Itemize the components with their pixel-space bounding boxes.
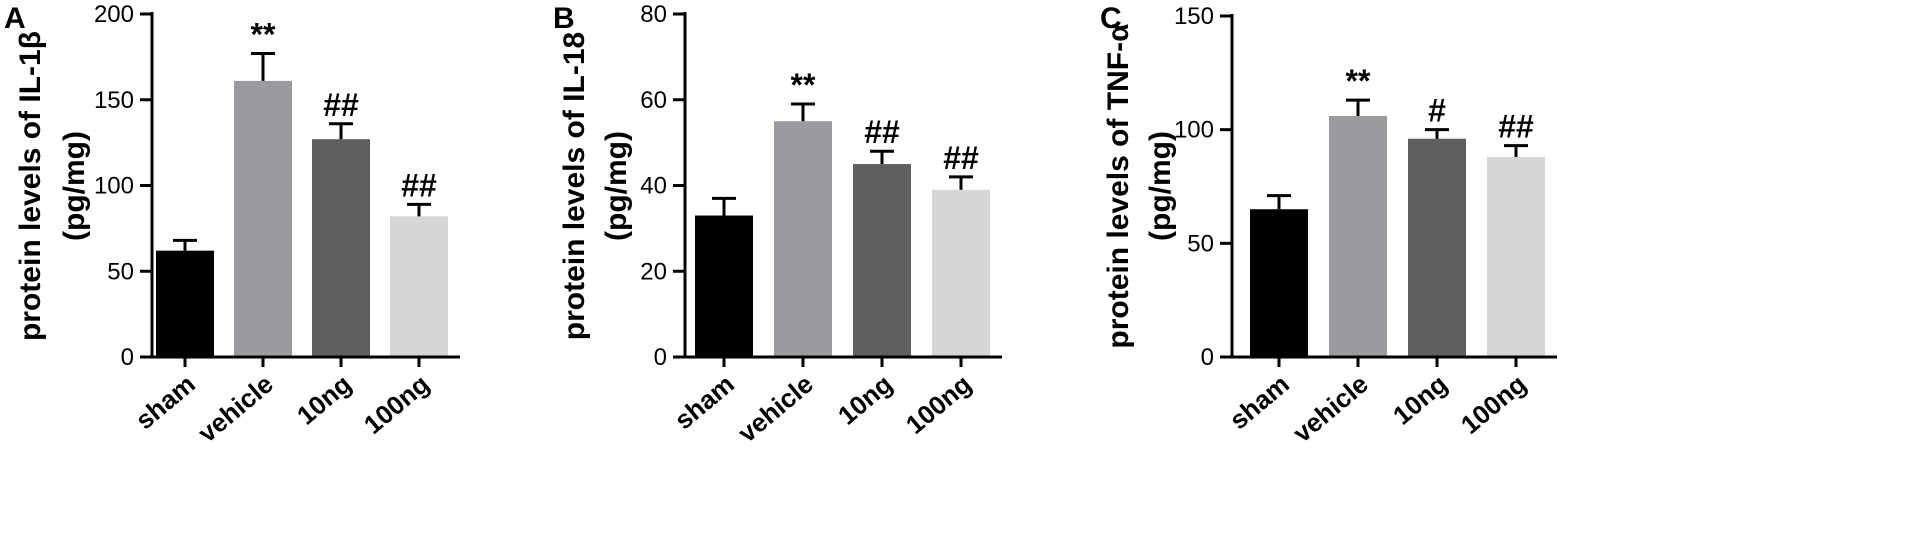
x-tick-label: 100ng [358, 369, 435, 440]
y-axis-label: protein levels of IL-18 [558, 32, 591, 340]
bar-sham [1250, 209, 1308, 357]
significance-mark: ** [791, 67, 816, 103]
significance-mark: ## [1498, 109, 1534, 145]
bar-sham [695, 215, 753, 357]
panel-letter: A [4, 2, 26, 35]
y-tick-label: 40 [640, 173, 667, 200]
significance-mark: ## [864, 114, 900, 150]
y-axis-label: (pg/mg) [1144, 131, 1177, 241]
y-tick-label: 0 [654, 344, 667, 371]
bar-100ng [1487, 156, 1545, 357]
bar-10ng [312, 139, 370, 357]
y-tick-label: 0 [121, 344, 134, 371]
y-tick-label: 100 [94, 173, 134, 200]
x-tick-label: vehicle [732, 369, 819, 449]
significance-mark: ## [323, 87, 359, 123]
significance-mark: ## [943, 140, 979, 176]
x-tick-label: 100ng [900, 369, 977, 440]
y-tick-label: 150 [1174, 3, 1214, 30]
x-tick-label: sham [130, 369, 201, 436]
y-tick-label: 60 [640, 87, 667, 114]
y-tick-label: 20 [640, 258, 667, 285]
bar-10ng [853, 164, 911, 357]
y-axis-label: protein levels of TNF-α [1102, 23, 1135, 349]
y-tick-label: 150 [94, 87, 134, 114]
y-tick-label: 50 [1187, 230, 1214, 257]
bar-100ng [932, 189, 990, 357]
bar-vehicle [1329, 116, 1387, 357]
x-tick-label: 10ng [832, 369, 898, 431]
y-axis-label: protein levels of IL-1β [14, 31, 47, 341]
y-tick-label: 0 [1201, 344, 1214, 371]
bar-vehicle [774, 121, 832, 357]
x-tick-label: 10ng [291, 369, 357, 431]
y-tick-label: 200 [94, 1, 134, 28]
bar-10ng [1408, 138, 1466, 357]
significance-mark: ** [251, 16, 276, 52]
x-tick-label: vehicle [1287, 369, 1374, 449]
bar-sham [156, 250, 214, 357]
panel-letter: C [1100, 2, 1122, 35]
x-tick-label: 10ng [1387, 369, 1453, 431]
bar-vehicle [234, 80, 292, 357]
y-tick-label: 80 [640, 1, 667, 28]
y-tick-label: 100 [1174, 117, 1214, 144]
panel-letter: B [553, 2, 575, 35]
x-tick-label: vehicle [192, 369, 279, 449]
significance-mark: ** [1346, 63, 1371, 99]
significance-mark: ## [401, 167, 437, 203]
y-tick-label: 50 [107, 258, 134, 285]
y-axis-label: (pg/mg) [58, 131, 91, 241]
significance-mark: # [1428, 93, 1446, 129]
x-tick-label: 100ng [1455, 369, 1532, 440]
y-axis-label: (pg/mg) [600, 131, 633, 241]
x-tick-label: sham [669, 369, 740, 436]
x-tick-label: sham [1224, 369, 1295, 436]
bar-100ng [390, 216, 448, 357]
